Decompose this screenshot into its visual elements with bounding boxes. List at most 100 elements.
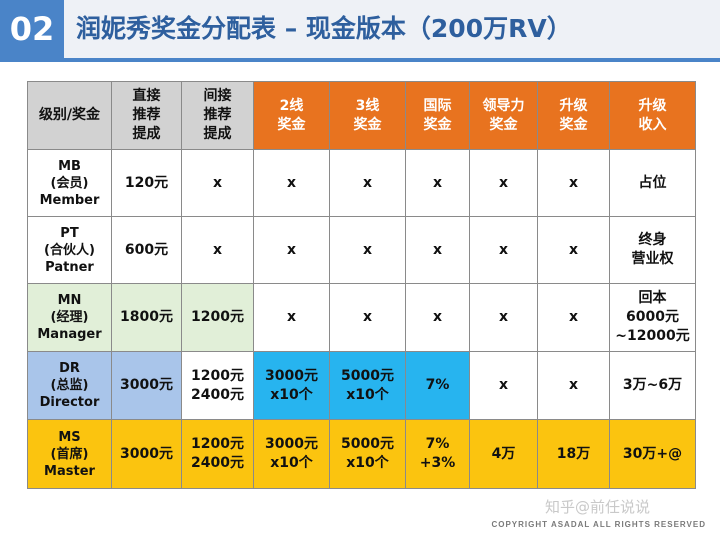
table-cell: x	[537, 149, 610, 217]
cell-line: 3线	[355, 97, 380, 114]
table-cell: x	[469, 216, 538, 284]
cell-line: 间接	[203, 88, 232, 104]
cell-line: 5000元	[341, 367, 394, 384]
cell-line: 奖金	[353, 116, 382, 133]
cell-line: 1200元	[191, 367, 244, 384]
table-cell: x	[469, 283, 538, 352]
table-cell: 终身 营业权	[609, 216, 696, 284]
cell-line: x	[212, 174, 223, 191]
cell-line: x	[286, 241, 297, 258]
table-cell: x	[469, 149, 538, 217]
cell-line: 领导力	[482, 97, 525, 114]
cell-line: x	[286, 174, 297, 191]
level-label: DR (总监) Director	[27, 351, 112, 420]
page-title: 润妮秀奖金分配表 – 现金版本（200万RV）	[76, 14, 572, 43]
level-label: PT (合伙人) Patner	[27, 216, 112, 284]
column-header: 间接 推荐 提成	[181, 81, 254, 150]
cell-line: 级别/奖金	[38, 107, 101, 123]
cell-line: x	[362, 309, 373, 325]
level-label: MS (首席) Master	[27, 419, 112, 489]
cell-line: 30万+@	[622, 445, 683, 462]
cell-line: 回本	[638, 290, 667, 306]
cell-line: (总监)	[50, 378, 89, 393]
cell-line: 奖金	[277, 116, 306, 133]
cell-line: +3%	[419, 455, 456, 471]
cell-line: 营业权	[631, 251, 674, 267]
table-cell: x	[537, 283, 610, 352]
level-label: MB (会员) Member	[27, 149, 112, 217]
cell-line: 直接	[132, 88, 161, 104]
cell-line: PT	[60, 225, 79, 241]
cell-line: x	[568, 377, 579, 393]
table-cell: x	[329, 149, 406, 217]
cell-line: 升级	[559, 97, 588, 114]
table-cell: 7%	[405, 351, 470, 420]
table-cell: 30万+@	[609, 419, 696, 489]
column-header: 升级 收入	[609, 81, 696, 150]
table-cell: 1200元 2400元	[181, 419, 254, 489]
cell-line: MN	[57, 293, 82, 308]
table-row: MB (会员) Member 120元 x x x x x x 占位	[27, 149, 696, 217]
cell-line: 推荐	[203, 107, 232, 123]
cell-line: 推荐	[132, 107, 161, 123]
table-cell: 5000元 x10个	[329, 351, 406, 420]
cell-line: ~12000元	[615, 328, 690, 344]
cell-line: DR	[59, 361, 80, 376]
header-row: 级别/奖金 直接 推荐 提成 间接 推荐 提成 2线 奖金 3线 奖金 国际 奖金 领导力 奖金 升级 奖金 升级…	[27, 81, 696, 150]
cell-line: 3000元	[265, 367, 318, 384]
cell-line: MS	[58, 429, 81, 445]
cell-line: Member	[39, 192, 100, 208]
table-row: PT (合伙人) Patner 600元 x x x x x x 终身 营业权	[27, 216, 696, 284]
cell-line: 4万	[491, 445, 516, 462]
cell-line: 升级	[638, 97, 667, 114]
cell-line: 奖金	[559, 116, 588, 133]
table-cell: 回本 6000元 ~12000元	[609, 283, 696, 352]
cell-line: x	[568, 309, 579, 325]
cell-line: (会员)	[50, 175, 89, 191]
cell-line: Director	[39, 395, 100, 410]
table-cell: 3万~6万	[609, 351, 696, 420]
cell-line: x	[432, 309, 443, 325]
copyright-notice: COPYRIGHT ASADAL ALL RIGHTS RESERVED	[491, 520, 706, 529]
table-cell: x	[329, 283, 406, 352]
table-row: MS (首席) Master 3000元 1200元 2400元 3000元 x10个 5000…	[27, 419, 696, 489]
column-header: 国际 奖金	[405, 81, 470, 150]
table-cell: x	[181, 149, 254, 217]
cell-line: x	[568, 174, 579, 191]
cell-line: 3万~6万	[622, 377, 683, 393]
cell-line: (首席)	[50, 446, 89, 462]
cell-line: 6000元	[626, 309, 679, 325]
cell-line: x10个	[270, 386, 313, 403]
table-cell: x	[537, 216, 610, 284]
bonus-table: 级别/奖金 直接 推荐 提成 间接 推荐 提成 2线 奖金 3线 奖金 国际 奖金 领导力 奖金 升级 奖金 升级…	[27, 81, 696, 489]
table-cell: 1800元	[111, 283, 182, 352]
cell-line: (合伙人)	[44, 242, 95, 258]
cell-line: 3000元	[120, 445, 173, 462]
cell-line: x	[498, 174, 509, 191]
table-cell: 3000元	[111, 419, 182, 489]
cell-line: 奖金	[489, 116, 518, 133]
cell-line: x10个	[346, 455, 389, 471]
cell-line: x	[286, 309, 297, 325]
cell-line: 提成	[132, 126, 161, 142]
cell-line: 18万	[556, 445, 591, 462]
cell-line: x	[498, 309, 509, 325]
table-cell: x	[469, 351, 538, 420]
table-cell: x	[405, 283, 470, 352]
cell-line: 2线	[279, 97, 304, 114]
table-cell: 1200元	[181, 283, 254, 352]
cell-line: x10个	[346, 386, 389, 403]
cell-line: 1200元	[191, 309, 244, 325]
column-header: 级别/奖金	[27, 81, 112, 150]
table-cell: 3000元 x10个	[253, 351, 330, 420]
cell-line: x	[362, 174, 373, 191]
cell-line: 2400元	[191, 455, 244, 471]
cell-line: Patner	[45, 259, 94, 275]
cell-line: 占位	[638, 174, 667, 191]
column-header: 直接 推荐 提成	[111, 81, 182, 150]
table-cell: x	[537, 351, 610, 420]
cell-line: MB	[58, 158, 81, 174]
table-cell: x	[329, 216, 406, 284]
table-cell: x	[253, 216, 330, 284]
cell-line: 1800元	[120, 309, 173, 325]
